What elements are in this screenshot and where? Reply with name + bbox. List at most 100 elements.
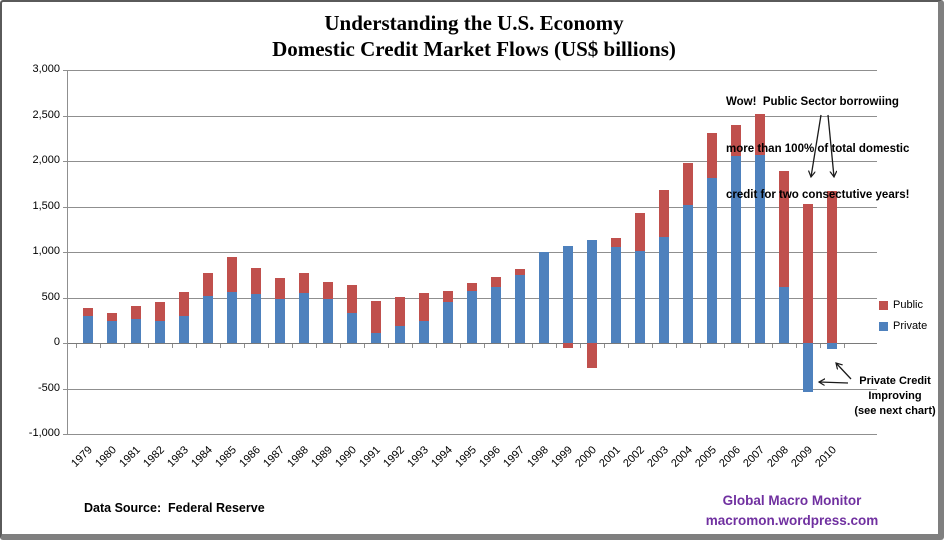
bar-segment-private-1982 — [155, 320, 165, 343]
annotation-public-sector-line3: credit for two consectutive years! — [726, 189, 910, 201]
bar-segment-private-1987 — [275, 299, 285, 343]
bar-segment-private-2006 — [731, 156, 741, 343]
bar-segment-private-1997 — [515, 275, 525, 343]
chart-title: Understanding the U.S. Economy — [324, 11, 624, 35]
y-axis-label: -1,000 — [28, 427, 60, 439]
gridline — [67, 389, 877, 390]
bar-segment-private-1988 — [299, 292, 309, 343]
bar-segment-public-1993 — [419, 292, 429, 322]
gridline — [67, 343, 877, 344]
x-axis-label: 2004 — [668, 444, 695, 470]
bar-segment-private-1979 — [83, 315, 93, 343]
x-axis-tick — [508, 344, 509, 348]
bar-segment-public-1985 — [227, 256, 237, 293]
x-axis-label: 1989 — [308, 444, 335, 470]
x-axis-tick — [460, 344, 461, 348]
bar-segment-public-1992 — [395, 296, 405, 326]
bar-segment-public-2005 — [707, 133, 717, 178]
x-axis-tick — [748, 344, 749, 348]
bar-segment-public-2002 — [635, 213, 645, 251]
bar-segment-public-1986 — [251, 268, 261, 295]
bar-segment-public-1983 — [179, 292, 189, 316]
arrow-to-2009-private — [819, 382, 849, 383]
x-axis-tick — [100, 344, 101, 348]
bar-segment-private-1985 — [227, 292, 237, 343]
bar-segment-private-1996 — [491, 286, 501, 343]
bar-segment-private-2003 — [659, 236, 669, 343]
bar-segment-public-2010 — [827, 191, 837, 343]
x-axis-tick — [364, 344, 365, 348]
x-axis-label: 1982 — [140, 444, 167, 470]
bar-segment-public-1987 — [275, 278, 285, 300]
legend-label-public: Public — [893, 299, 923, 311]
bar-segment-public-2000 — [587, 343, 597, 369]
x-axis-label: 1983 — [164, 444, 191, 470]
y-axis-tick — [63, 343, 67, 344]
x-axis-label: 1994 — [428, 444, 455, 470]
y-axis-label: 1,500 — [32, 200, 60, 212]
bar-segment-public-1980 — [107, 313, 117, 322]
x-axis-label: 1985 — [212, 444, 239, 470]
bar-segment-public-1988 — [299, 272, 309, 293]
legend-entry-public: Public — [879, 299, 927, 311]
bar-segment-public-2007 — [755, 114, 765, 156]
bar-segment-public-1997 — [515, 268, 525, 276]
bar-segment-private-1994 — [443, 301, 453, 343]
legend-swatch-private — [879, 321, 888, 331]
bar-segment-private-2007 — [755, 155, 765, 343]
x-axis-tick — [244, 344, 245, 348]
x-axis-tick — [172, 344, 173, 348]
gridline — [67, 161, 877, 162]
bar-segment-private-2002 — [635, 250, 645, 343]
bar-segment-private-1998 — [539, 252, 549, 343]
x-axis-label: 1995 — [452, 444, 479, 470]
bar-segment-public-2006 — [731, 124, 741, 157]
bar-segment-private-2004 — [683, 204, 693, 343]
y-axis-label: 2,500 — [32, 109, 60, 121]
bar-segment-public-2003 — [659, 189, 669, 237]
bar-segment-private-1999 — [563, 245, 573, 343]
x-axis-tick — [412, 344, 413, 348]
chart-title-block: Understanding the U.S. Economy Domestic … — [2, 10, 938, 62]
bar-segment-public-2001 — [611, 238, 621, 247]
x-axis-label: 2005 — [692, 444, 719, 470]
bar-segment-private-1986 — [251, 294, 261, 343]
bar-segment-private-1984 — [203, 295, 213, 343]
gridline — [67, 207, 877, 208]
y-axis-line — [67, 70, 68, 434]
x-axis-label: 1981 — [116, 444, 143, 470]
y-axis-label: 0 — [53, 336, 60, 348]
annotation-public-sector-line1: Wow! Public Sector borrowiing — [726, 96, 899, 108]
x-axis-tick — [124, 344, 125, 348]
x-axis-label: 2006 — [716, 444, 743, 470]
bar-segment-public-2008 — [779, 171, 789, 288]
bar-segment-private-1995 — [467, 290, 477, 343]
legend: Public Private — [879, 299, 927, 341]
bar-segment-public-1990 — [347, 284, 357, 313]
x-axis-tick — [796, 344, 797, 348]
y-axis-tick — [63, 207, 67, 208]
x-axis-label: 2001 — [596, 444, 623, 470]
x-axis-label: 1991 — [356, 444, 383, 470]
x-axis-tick — [76, 344, 77, 348]
bar-segment-private-2000 — [587, 239, 597, 343]
annotation-public-sector-line2: more than 100% of total domestic — [726, 142, 910, 155]
x-axis-tick — [844, 344, 845, 348]
x-axis-label: 1990 — [332, 444, 359, 470]
legend-swatch-public — [879, 300, 888, 310]
gridline — [67, 70, 877, 71]
x-axis-tick — [604, 344, 605, 348]
x-axis-tick — [388, 344, 389, 348]
x-axis-tick — [580, 344, 581, 348]
bar-segment-private-1990 — [347, 312, 357, 343]
brand-block: Global Macro Monitor macromon.wordpress.… — [647, 491, 937, 531]
x-axis-tick — [340, 344, 341, 348]
y-axis-label: -500 — [37, 382, 60, 394]
legend-label-private: Private — [893, 320, 928, 332]
y-axis-label: 3,000 — [32, 63, 60, 75]
annotation-private-credit-line1: Private Credit — [859, 375, 931, 387]
x-axis-label: 1997 — [500, 444, 527, 470]
bar-segment-public-1984 — [203, 273, 213, 296]
y-axis-label: 1,000 — [32, 245, 60, 257]
